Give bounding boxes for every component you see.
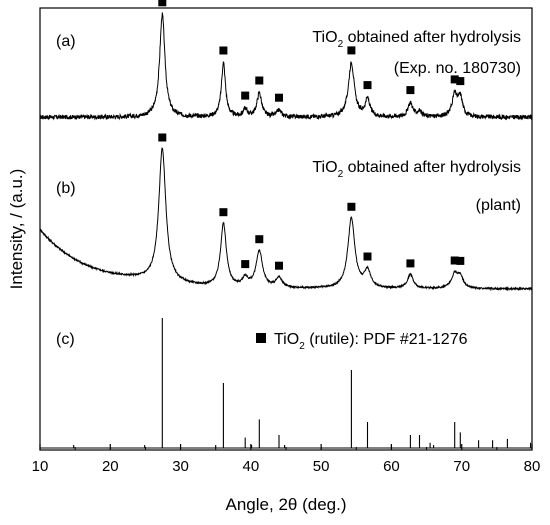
panel-a-label: (a) bbox=[56, 33, 76, 50]
x-tick-label-80: 80 bbox=[524, 458, 541, 475]
peak-marker-b-7 bbox=[406, 259, 415, 268]
peak-marker-a-2 bbox=[241, 91, 250, 100]
peak-marker-b-4 bbox=[275, 261, 283, 270]
pattern-b-line bbox=[39, 147, 533, 292]
x-axis-ticks: 10 20 30 40 50 60 70 80 bbox=[32, 444, 541, 475]
panel-c-label: (c) bbox=[56, 331, 75, 348]
pattern-a-markers bbox=[158, 0, 465, 102]
peak-marker-a-4 bbox=[275, 93, 283, 102]
x-tick-label-70: 70 bbox=[453, 458, 470, 475]
x-tick-label-40: 40 bbox=[243, 458, 260, 475]
peak-marker-b-3 bbox=[255, 235, 264, 244]
panel-b-subtitle: (plant) bbox=[476, 197, 521, 214]
y-axis-title: Intensity, / (a.u.) bbox=[7, 169, 26, 290]
peak-marker-b-5 bbox=[347, 202, 356, 211]
peak-marker-a-7 bbox=[406, 86, 415, 95]
x-axis-title: Angle, 2θ (deg.) bbox=[226, 495, 347, 514]
peak-marker-a-8 bbox=[450, 75, 459, 84]
panel-a-subtitle: (Exp. no. 180730) bbox=[394, 60, 521, 77]
pattern-b-markers bbox=[158, 133, 465, 270]
peak-marker-b-1 bbox=[219, 208, 228, 217]
peak-marker-b-2 bbox=[241, 260, 250, 269]
panel-b-label: (b) bbox=[56, 180, 76, 197]
legend-marker-square bbox=[256, 333, 266, 343]
panel-c-legend: TiO2 (rutile): PDF #21-1276 bbox=[274, 331, 468, 352]
peak-marker-a-9 bbox=[456, 77, 465, 86]
peak-marker-b-9 bbox=[456, 256, 465, 265]
peak-marker-a-6 bbox=[363, 81, 372, 90]
peak-marker-a-0 bbox=[158, 0, 167, 7]
peak-marker-a-5 bbox=[347, 46, 356, 55]
peak-marker-a-3 bbox=[255, 76, 264, 85]
x-tick-label-50: 50 bbox=[313, 458, 330, 475]
pattern-a-line bbox=[39, 12, 533, 121]
peak-marker-a-1 bbox=[219, 46, 228, 55]
x-tick-label-30: 30 bbox=[172, 458, 189, 475]
x-tick-label-10: 10 bbox=[32, 458, 49, 475]
x-tick-label-60: 60 bbox=[383, 458, 400, 475]
peak-marker-b-0 bbox=[158, 133, 167, 142]
panel-a-title: TiO2 obtained after hydrolysis bbox=[312, 29, 521, 50]
reference-lines bbox=[73, 318, 532, 448]
panel-b-title: TiO2 obtained after hydrolysis bbox=[312, 159, 521, 180]
peak-marker-b-8 bbox=[450, 256, 459, 265]
peak-marker-b-6 bbox=[363, 252, 372, 261]
x-tick-label-20: 20 bbox=[102, 458, 119, 475]
